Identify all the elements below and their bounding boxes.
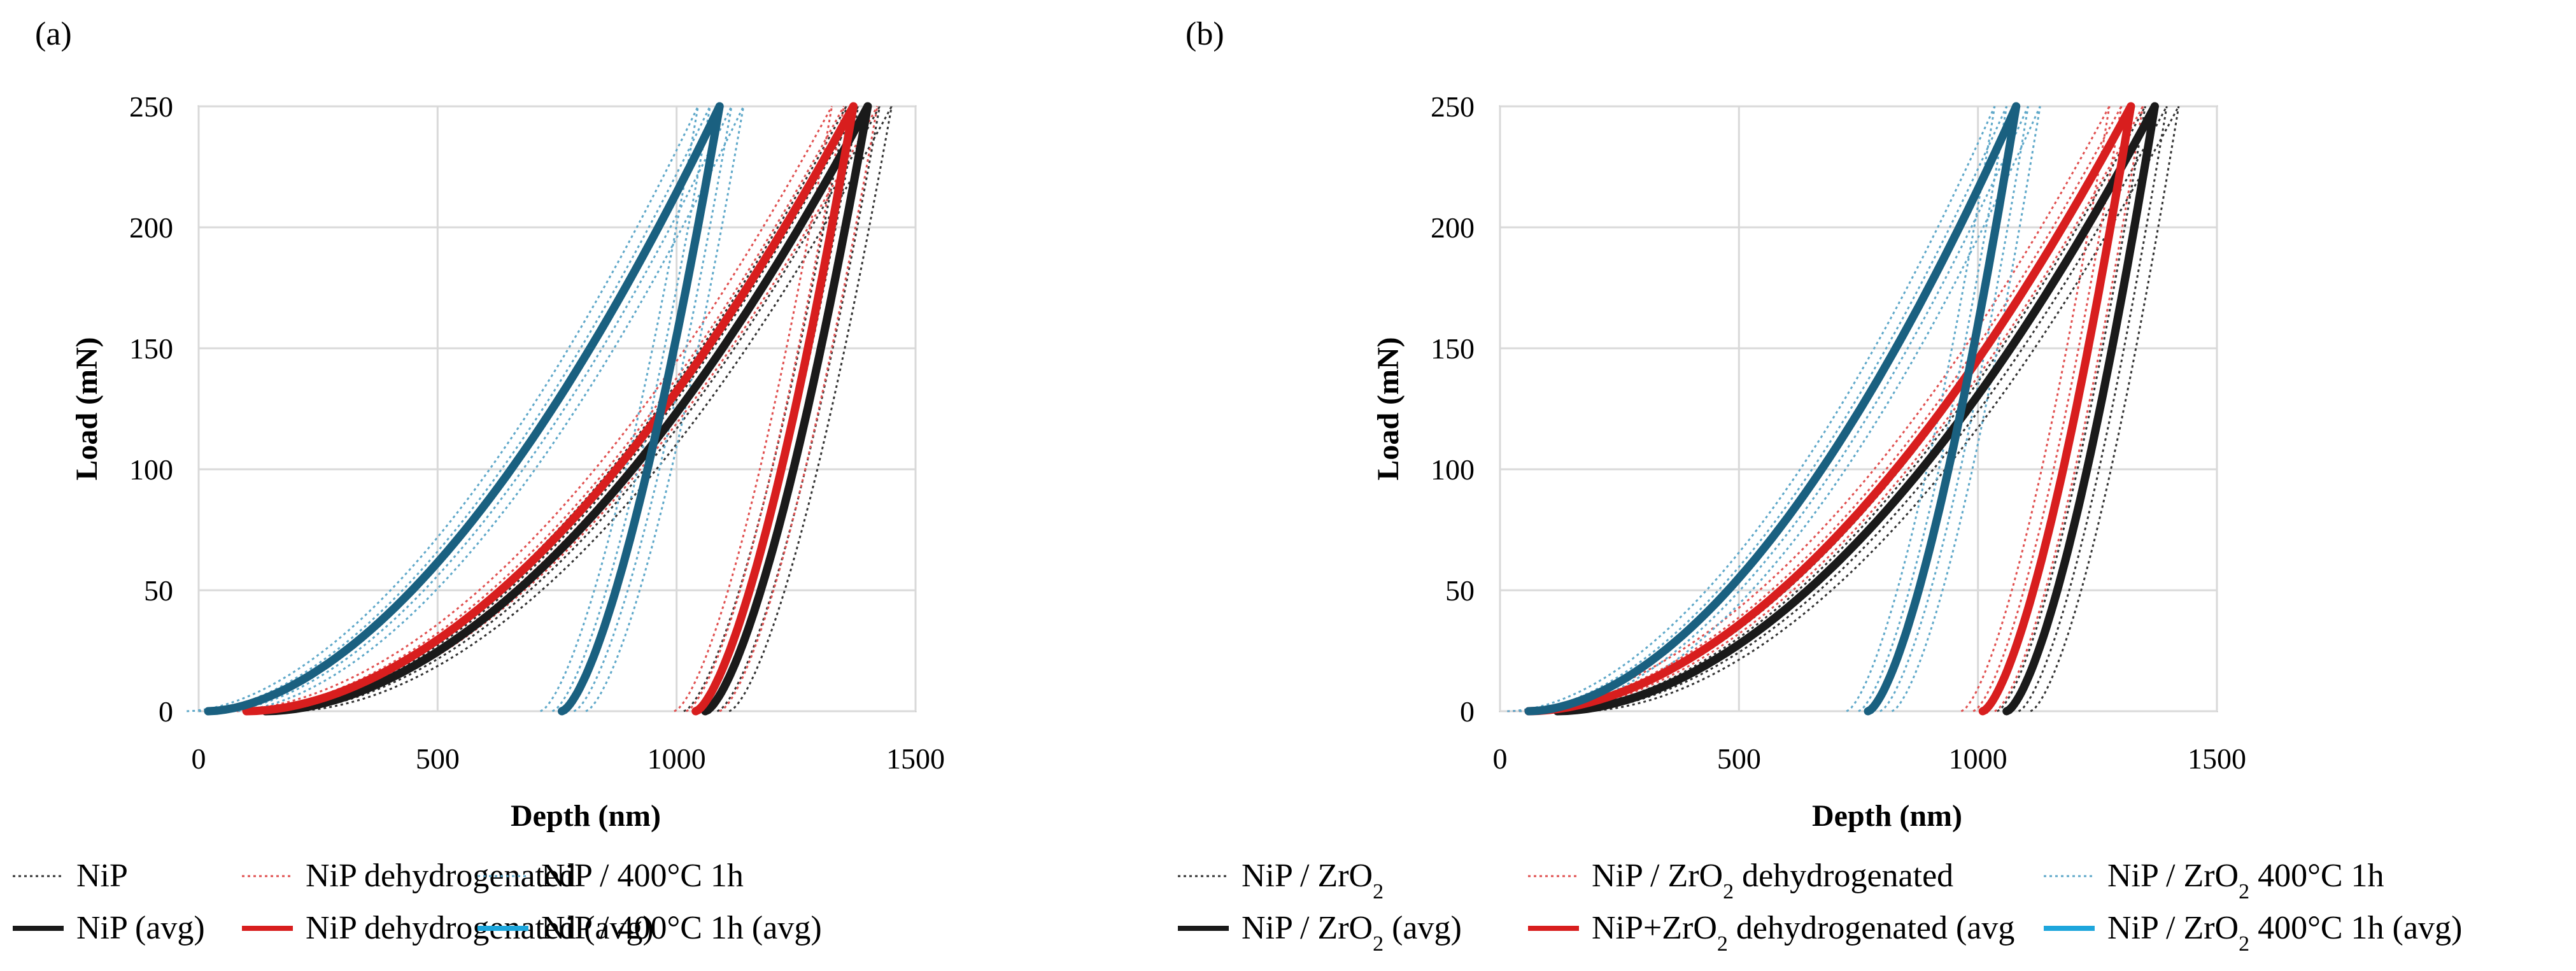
avg-loading-curve (242, 102, 858, 716)
y-tick-label: 200 (1431, 211, 1475, 244)
x-tick-label: 1000 (648, 742, 706, 775)
replicate-loading-curve (232, 106, 745, 712)
chart-panel-b: (b) 0 50 100 150 200 250 0 500 1000 1500 Depth (nm)… (1185, 16, 2246, 833)
y-axis-title: Load (mN) (1371, 337, 1405, 480)
replicate-loading-curve (289, 106, 893, 712)
avg-unloading-curve (1978, 102, 2135, 716)
y-tick-label: 250 (1431, 90, 1475, 123)
avg-unloading-curve (701, 102, 872, 716)
avg-unloading-curve (558, 102, 724, 716)
legend-label: NiP / ZrO2 400°C 1h (avg) (2107, 910, 2462, 956)
replicate-unloading-curve (551, 106, 711, 712)
avg-loading-curve (1524, 102, 2135, 716)
y-tick-label: 150 (129, 332, 173, 365)
replicate-unloading-curve (2018, 106, 2168, 712)
replicate-unloading-curve (1997, 106, 2146, 712)
y-tick-label: 0 (1460, 695, 1475, 728)
replicate-unloading-curve (686, 106, 845, 712)
x-tick-label: 1500 (2188, 742, 2246, 775)
x-tick-label: 0 (1493, 742, 1508, 775)
replicate-unloading-curve (1994, 106, 2144, 712)
replicate-loading-curve (1548, 106, 2146, 712)
replicate-unloading-curve (1960, 106, 2111, 712)
legend-label: NiP (avg) (76, 910, 205, 946)
avg-loading-curve (1524, 102, 2021, 716)
replicate-loading-curve (187, 106, 699, 712)
avg-unloading-curve (691, 102, 858, 716)
replicate-loading-curve (1536, 106, 2134, 712)
replicate-loading-curve (198, 106, 711, 712)
x-tick-label: 0 (192, 742, 206, 775)
y-tick-label: 150 (1431, 332, 1475, 365)
legend-label: NiP / ZrO2 (1242, 858, 1384, 904)
y-tick-label: 100 (1431, 453, 1475, 486)
panel-label: (b) (1185, 16, 1224, 52)
y-tick-label: 0 (159, 695, 173, 728)
legend-label: NiP (76, 858, 128, 894)
replicate-loading-curve (1581, 106, 2180, 712)
y-axis-title: Load (mN) (70, 337, 104, 480)
replicate-loading-curve (1540, 106, 2144, 712)
x-tick-label: 500 (416, 742, 460, 775)
replicate-unloading-curve (674, 106, 833, 712)
legend-panel-b: NiP / ZrO2 NiP / ZrO2 dehydrogenated NiP /… (1178, 858, 2462, 956)
x-tick-label: 500 (1717, 742, 1761, 775)
avg-loading-curve (204, 102, 724, 716)
replicate-unloading-curve (719, 106, 879, 712)
replicate-loading-curve (1552, 106, 2156, 712)
y-tick-label: 250 (129, 90, 173, 123)
legend-label: NiP+ZrO2 dehydrogenated (avg (1592, 910, 2014, 956)
replicate-loading-curve (244, 106, 847, 712)
y-tick-label: 200 (129, 211, 173, 244)
avg-unloading-curve (2002, 102, 2159, 716)
replicate-loading-curve (225, 106, 833, 712)
x-tick-label: 1500 (886, 742, 945, 775)
avg-loading-curve (261, 102, 872, 716)
legend-label: NiP / 400°C 1h (avg) (541, 910, 822, 946)
legend-label: NiP dehydrogenated (306, 858, 576, 894)
replicate-unloading-curve (573, 106, 733, 712)
avg-loading-curve (1553, 102, 2159, 716)
replicate-loading-curve (1569, 106, 2168, 712)
replicate-unloading-curve (585, 106, 745, 712)
chart-panel-a: (a) 0 50 100 150 200 250 0 500 1000 1500 Depth (nm)… (35, 16, 945, 833)
legend-label: NiP / ZrO2 dehydrogenated (1592, 858, 1953, 904)
y-tick-label: 50 (1445, 574, 1475, 607)
replicate-loading-curve (220, 106, 733, 712)
replicate-unloading-curve (728, 106, 893, 712)
legend-label: NiP / ZrO2 400°C 1h (2107, 858, 2384, 904)
replicate-unloading-curve (540, 106, 699, 712)
y-tick-label: 50 (144, 574, 173, 607)
replicate-loading-curve (277, 106, 881, 712)
legend-label: NiP / 400°C 1h (541, 858, 744, 894)
x-tick-label: 1000 (1949, 742, 2007, 775)
replicate-unloading-curve (683, 106, 847, 712)
y-tick-label: 100 (129, 453, 173, 486)
legend-label: NiP / ZrO2 (avg) (1242, 910, 1462, 956)
replicate-loading-curve (1518, 106, 2123, 712)
panel-label: (a) (35, 16, 72, 52)
x-axis-title: Depth (nm) (1812, 799, 1962, 833)
replicate-loading-curve (1507, 106, 2111, 712)
x-axis-title: Depth (nm) (511, 799, 661, 833)
avg-unloading-curve (1864, 102, 2021, 716)
